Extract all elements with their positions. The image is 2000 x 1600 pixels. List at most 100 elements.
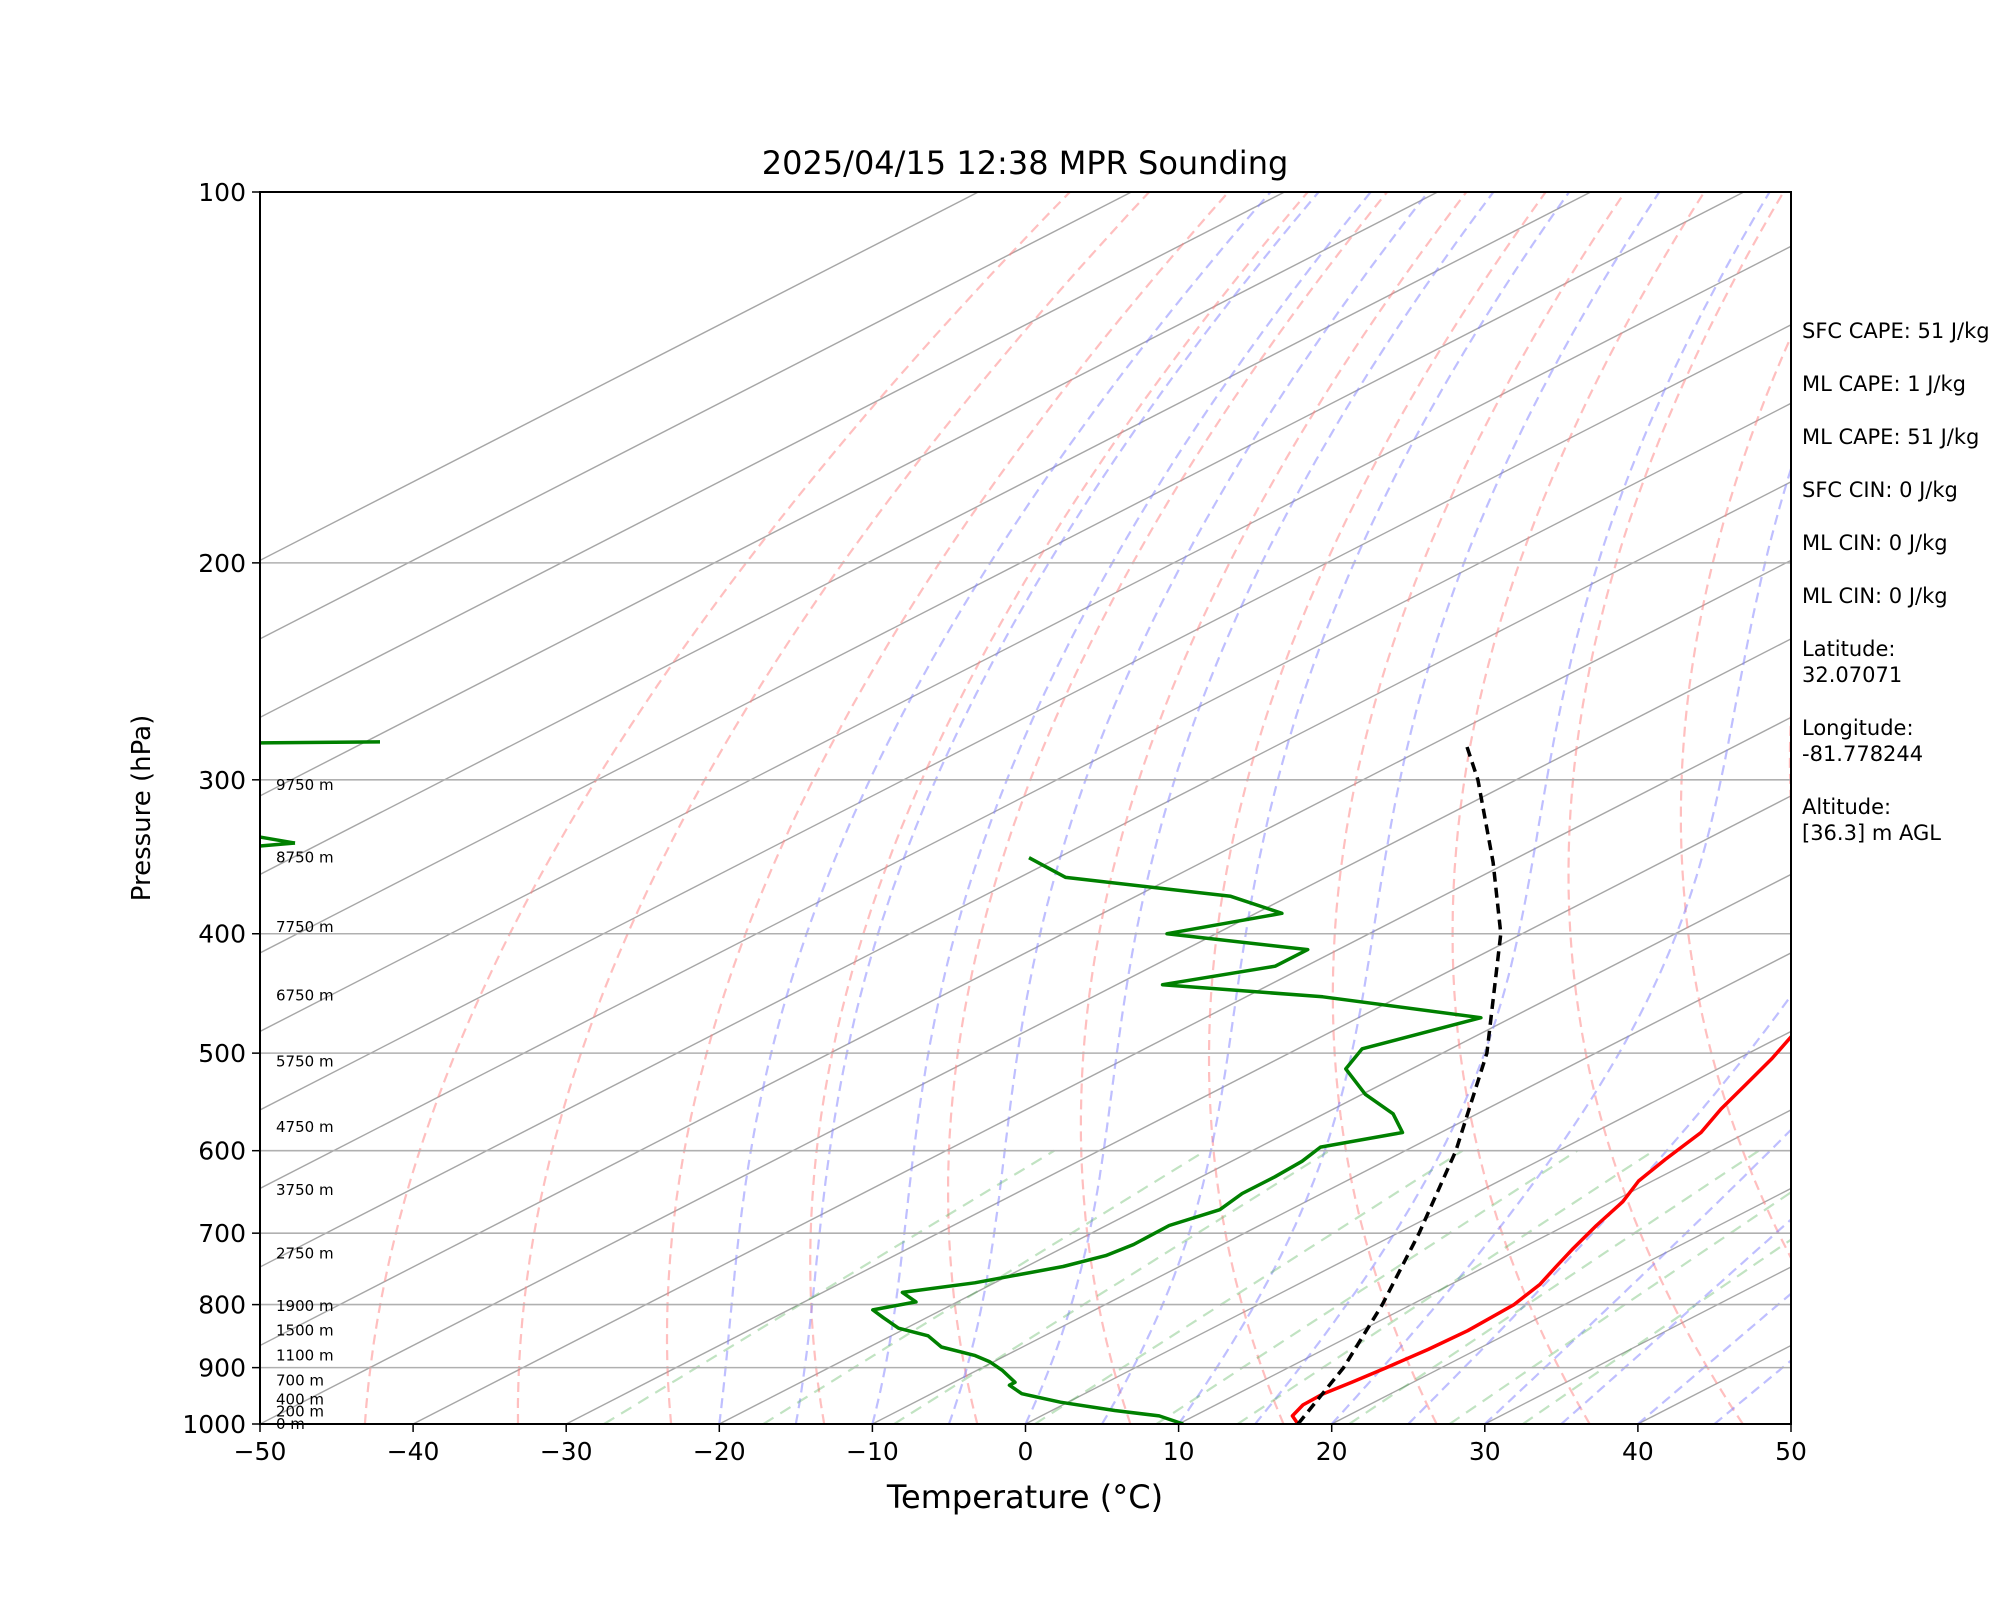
y-tick-label: 700 [198,1219,246,1248]
isotherm-line [1178,1109,1791,1424]
moist-adiabat-line [718,192,1272,1424]
dry-adiabat-line [1451,192,1706,1424]
x-tick-label: −30 [540,1437,593,1466]
x-tick-label: 20 [1316,1437,1348,1466]
isotherm-line [260,245,1791,1033]
dry-adiabat-line [363,192,1071,1424]
height-label: 200 m [276,1403,324,1421]
sounding-parameters: SFC CAPE: 51 J/kg ML CAPE: 1 J/kg ML CAPE:… [1802,318,1997,873]
moist-adiabat-line [947,192,1430,1424]
sounding-parameter: Longitude: -81.778244 [1802,716,1924,766]
moist-adiabat-line [1101,192,1571,1424]
mixing-ratio-line [1348,1149,1760,1424]
moist-adiabat-line [1330,465,1791,1424]
mixing-ratio-line [1236,1149,1655,1424]
sounding-parameter: SFC CAPE: 51 J/kg [1802,319,1990,343]
dry-adiabat-line [665,192,1230,1424]
isotherm-line [260,402,1791,1190]
dry-adiabat-line [1567,192,1785,1424]
y-tick-label: 200 [198,549,246,578]
x-tick-label: −50 [234,1437,287,1466]
dry-adiabat-line [516,192,1151,1424]
dewpoint-line [871,856,1483,1424]
x-axis-label: Temperature (°C) [886,1478,1163,1516]
isotherm-line [260,481,1791,1268]
moist-adiabat-line [1407,993,1791,1424]
x-tick-label: 0 [1018,1437,1034,1466]
mixing-ratio-line [1522,1238,1791,1424]
y-tick-label: 1000 [182,1410,246,1439]
parcel-line [1296,742,1503,1424]
moist-adiabat-line [1177,192,1661,1424]
sounding-parameter: ML CIN: 0 J/kg [1802,531,1948,555]
x-tick-label: −40 [387,1437,440,1466]
moist-adiabat-line [1024,192,1495,1424]
sounding-parameter: Altitude: [36.3] m AGL [1802,795,1941,845]
height-label: 7750 m [276,918,334,936]
isotherm-line [412,716,1791,1424]
y-tick-label: 100 [198,178,246,207]
isotherm-line [260,192,1745,954]
isotherm-line [260,324,1791,1111]
sounding-parameter: ML CIN: 0 J/kg [1802,584,1948,608]
isotherm-line [872,952,1791,1424]
isotherm-line [260,192,1132,640]
y-tick-label: 900 [198,1354,246,1383]
isotherm-line [260,192,1592,876]
x-axis-ticks: −50 −40 −30 −20 −10 0 10 20 30 40 50 [234,1424,1807,1466]
dry-adiabat-line [1679,333,1791,1261]
sounding-parameter: ML CAPE: 51 J/kg [1802,425,1980,449]
dry-adiabat-line [809,192,1309,1424]
y-tick-label: 800 [198,1291,246,1320]
wind-barb [259,740,381,745]
background-lines [260,192,1791,1424]
height-label: 0 m [276,1415,305,1433]
y-axis-ticks: 100 200 300 400 500 600 700 800 900 1000 [182,178,260,1439]
height-label: 700 m [276,1372,324,1390]
height-label: 3750 m [276,1181,334,1199]
plot-frame [259,191,1792,1425]
mixing-ratio-line [1448,1191,1791,1424]
height-label: 8750 m [276,849,334,867]
sounding-parameter: Latitude: 32.07071 [1802,637,1903,687]
sounding-traces [871,742,1791,1424]
temperature-line [1290,1034,1791,1424]
x-tick-label: −10 [846,1437,899,1466]
y-axis-label: Pressure (hPa) [127,715,157,902]
wind-barbs [259,740,381,848]
y-tick-label: 600 [198,1137,246,1166]
dry-adiabat-line [1079,192,1468,1424]
height-label: 1500 m [276,1322,334,1340]
moist-adiabat-line [1254,192,1771,1424]
dry-adiabat-line [947,192,1388,1424]
moist-adiabat-line [1560,1218,1791,1424]
x-tick-label: 40 [1622,1437,1654,1466]
moist-adiabat-line [1637,1292,1791,1424]
moist-adiabat-line [794,192,1320,1424]
isotherm-line [565,795,1791,1424]
sounding-parameter: SFC CIN: 0 J/kg [1802,478,1958,502]
x-tick-label: 50 [1775,1437,1807,1466]
height-label: 9750 m [276,776,334,794]
sounding-parameter: ML CAPE: 1 J/kg [1802,372,1967,396]
height-label: 1900 m [276,1297,334,1315]
chart-title: 2025/04/15 12:38 MPR Sounding [762,144,1289,182]
isotherm-line [260,192,1438,797]
isotherm-line [260,192,1285,719]
moist-adiabat-line [871,192,1372,1424]
y-tick-label: 400 [198,920,246,949]
y-tick-label: 500 [198,1039,246,1068]
dry-adiabat-line [1207,192,1547,1424]
height-label: 1100 m [276,1347,334,1365]
height-label: 5750 m [276,1053,334,1071]
height-label: 6750 m [276,987,334,1005]
height-label: 400 m [276,1390,324,1408]
isotherm-line [1331,1187,1791,1424]
mixing-ratio-line [1155,1149,1578,1424]
dry-adiabat-line [1331,192,1626,1424]
isotherm-line [260,192,979,562]
height-label: 2750 m [276,1244,334,1262]
x-tick-label: 30 [1469,1437,1501,1466]
